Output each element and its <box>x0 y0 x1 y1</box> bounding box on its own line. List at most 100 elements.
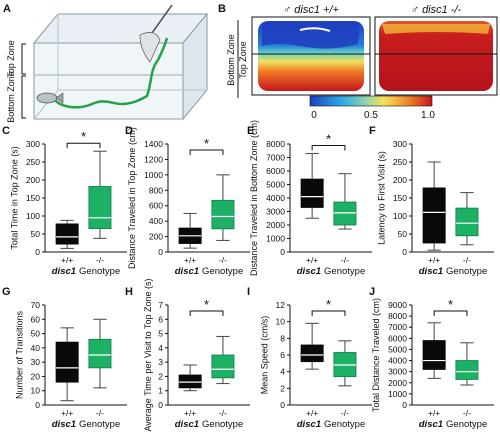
y-tick-label: 3000 <box>388 367 407 377</box>
y-tick-label: 6000 <box>388 333 407 343</box>
x-axis-gene-label: disc1 <box>297 266 321 277</box>
y-tick-label: 150 <box>26 193 40 203</box>
box-wt <box>178 374 202 389</box>
y-tick-label: 200 <box>26 175 40 185</box>
x-axis-label: disc1 Genotype <box>419 419 488 430</box>
x-tick-label: -/- <box>219 255 227 265</box>
y-axis-label: Total Distance Traveled (cm) <box>371 298 381 412</box>
genotype-ko-title: ♂ disc1 -/- <box>411 4 462 16</box>
significance-star: * <box>81 129 86 144</box>
y-tick-label: 0 <box>158 400 163 410</box>
chart-panel-h: H 0 1 2 3 4 5 6 7 Average Time per Visit to Top Z… <box>125 278 250 432</box>
x-axis-genotype-label: Genotype <box>446 419 487 430</box>
box-ko <box>211 354 235 379</box>
x-axis-label: disc1 Genotype <box>52 419 121 430</box>
chart-panel-g: G 0 10 20 30 40 50 60 70 Number of Transitions +/+… <box>2 286 127 430</box>
bottom-zone-bracket <box>21 75 26 119</box>
x-axis-gene-label: disc1 <box>419 266 443 277</box>
x-axis-genotype-label: Genotype <box>202 266 243 277</box>
y-tick-label: 50 <box>398 229 408 239</box>
panel-letter: B <box>218 3 226 15</box>
y-tick-label: 0 <box>35 247 40 257</box>
panel-letter: C <box>2 125 10 137</box>
top-zone-label: Top Zone <box>238 41 248 79</box>
significance-bracket <box>66 142 101 149</box>
panel-a: A Top Zone Bottom Zone <box>3 3 209 123</box>
y-tick-label: 100 <box>26 211 40 221</box>
x-tick-label: -/- <box>96 408 104 418</box>
x-tick-label: +/+ <box>184 408 196 418</box>
chart-panel-d: D 0 200 400 600 800 1000 1200 1400 Distance Trave… <box>125 125 250 277</box>
y-tick-label: 4 <box>158 343 163 353</box>
heatmap-wt <box>251 16 371 96</box>
top-zone-label: Top Zone <box>6 40 16 78</box>
y-tick-label: 0 <box>280 400 285 410</box>
panel-letter: A <box>3 3 11 15</box>
box-wt <box>55 341 79 383</box>
box-ko <box>88 338 112 369</box>
y-tick-label: 4000 <box>266 193 285 203</box>
x-tick-label: +/+ <box>306 255 318 265</box>
box-wt <box>422 340 446 370</box>
scale-tick: 0.5 <box>364 110 378 121</box>
y-tick-label: 0 <box>158 247 163 257</box>
y-axis-label: Average Time per Visit to Top Zone (s) <box>143 278 153 431</box>
x-axis-gene-label: disc1 <box>175 419 199 430</box>
x-tick-label: -/- <box>463 255 471 265</box>
panel-letter: J <box>369 286 375 298</box>
y-axis-label: Latency to First Visit (s) <box>376 151 386 245</box>
y-tick-label: 8000 <box>266 139 285 149</box>
genotype-wt-label: disc1 +/+ <box>294 4 339 16</box>
box-wt <box>300 344 324 363</box>
panel-letter: E <box>247 125 254 137</box>
box-ko <box>88 186 112 229</box>
y-tick-label: 250 <box>393 157 407 167</box>
x-tick-label: -/- <box>341 408 349 418</box>
y-tick-label: 1400 <box>144 139 163 149</box>
x-axis-gene-label: disc1 <box>52 266 76 277</box>
fish-track-line <box>50 37 169 109</box>
significance-bracket <box>189 149 224 155</box>
y-tick-label: 5 <box>158 329 163 339</box>
panel-letter: G <box>2 286 11 298</box>
y-tick-label: 50 <box>31 329 41 339</box>
y-tick-label: 30 <box>31 357 41 367</box>
genotype-ko-label: disc1 -/- <box>422 4 461 16</box>
y-axis-label: Mean Speed (cm/s) <box>260 316 270 395</box>
box-ko <box>455 207 479 237</box>
x-axis-label: disc1 Genotype <box>419 266 488 277</box>
box-ko <box>455 360 479 380</box>
box-wt <box>55 223 79 245</box>
y-tick-label: 7 <box>158 300 163 310</box>
x-axis-gene-label: disc1 <box>175 266 199 277</box>
x-axis-gene-label: disc1 <box>419 419 443 430</box>
bottom-zone-label: Bottom Zone <box>6 71 16 123</box>
y-tick-label: 1000 <box>144 170 163 180</box>
color-scale-bar <box>309 95 433 107</box>
y-tick-label: 1000 <box>266 234 285 244</box>
significance-star: * <box>326 297 331 312</box>
box-ko <box>333 201 357 226</box>
y-tick-label: 4 <box>280 367 285 377</box>
scale-tick: 0 <box>311 110 317 121</box>
significance-star: * <box>204 297 209 312</box>
significance-bracket <box>433 310 468 316</box>
y-tick-label: 200 <box>149 232 163 242</box>
y-tick-label: 3000 <box>266 207 285 217</box>
y-tick-label: 50 <box>31 229 41 239</box>
fish-icon <box>36 92 64 104</box>
top-zone-bracket <box>21 43 26 75</box>
scale-tick: 1.0 <box>421 110 435 121</box>
x-tick-label: -/- <box>96 255 104 265</box>
x-tick-label: +/+ <box>184 255 196 265</box>
y-axis-label: Distance Traveled in Bottom Zone (cm) <box>249 120 259 276</box>
y-tick-label: 8000 <box>388 311 407 321</box>
y-tick-label: 7000 <box>388 322 407 332</box>
y-tick-label: 150 <box>393 193 407 203</box>
x-tick-label: -/- <box>463 408 471 418</box>
y-tick-label: 600 <box>149 201 163 211</box>
